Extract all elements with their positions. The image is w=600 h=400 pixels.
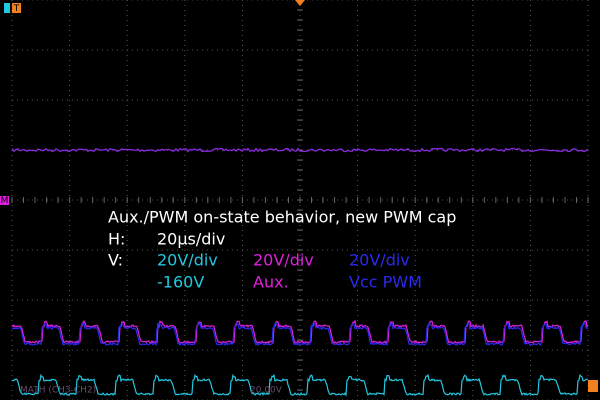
math-trace — [11, 147, 589, 153]
channel-name: Aux. — [253, 273, 289, 292]
trigger-label: T — [13, 4, 20, 14]
channel-name: -160V — [157, 273, 204, 292]
math-scale: 20.00V — [250, 386, 283, 396]
traces — [11, 147, 589, 397]
trigger-marker — [12, 3, 21, 13]
math-label: M — [1, 196, 9, 206]
vcc-pwm-trace — [11, 321, 589, 347]
graticule — [11, 0, 589, 400]
channel-trace — [11, 373, 588, 397]
h-value: 20µs/div — [157, 230, 225, 249]
math-info: MATH (CH3-CH2) — [20, 386, 96, 396]
math-marker — [0, 196, 9, 205]
v-label: V: — [108, 251, 123, 270]
channel-marker — [4, 3, 10, 13]
title: Aux./PWM on-state behavior, new PWM cap — [108, 208, 456, 227]
aux-trace — [11, 319, 589, 345]
channel-name: Vcc PWM — [349, 273, 422, 292]
trigger-level-marker — [588, 380, 598, 392]
channel-scale: 20V/div — [157, 251, 218, 270]
trigger-position — [295, 0, 305, 6]
channel-scale: 20V/div — [349, 251, 410, 270]
h-label: H: — [108, 230, 125, 249]
channel-scale: 20V/div — [253, 251, 314, 270]
